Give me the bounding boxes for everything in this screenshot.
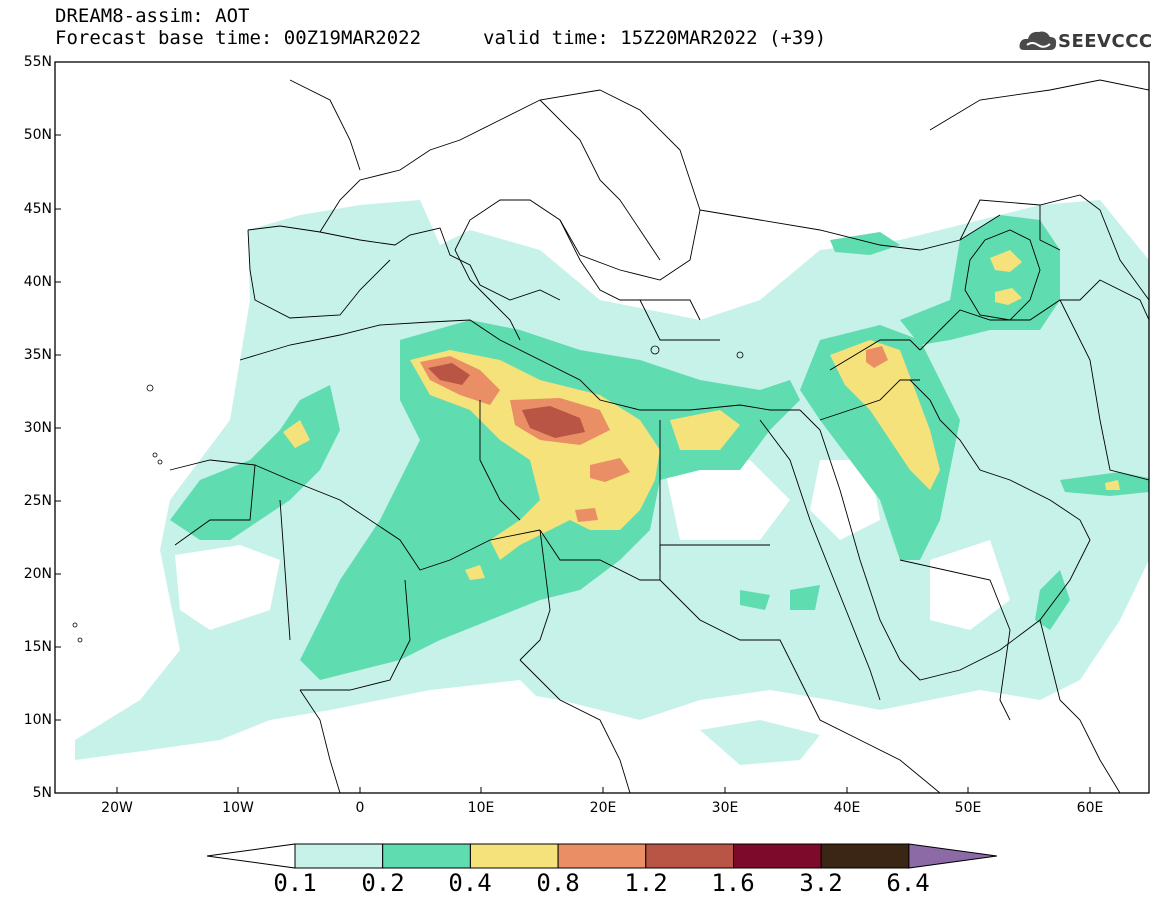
aot-band-0-4 [283, 250, 1120, 580]
lon-label: 20E [589, 800, 617, 816]
lat-label: 10N [23, 712, 52, 728]
lon-label: 30E [711, 800, 739, 816]
lat-label: 50N [23, 127, 52, 143]
lat-label: 30N [23, 420, 52, 436]
lat-label: 45N [23, 201, 52, 217]
lat-label: 40N [23, 274, 52, 290]
colorbar-label: 0.4 [448, 869, 492, 897]
lon-label: 10W [222, 800, 254, 816]
aot-band-1-2 [428, 363, 585, 438]
lat-label: 25N [23, 493, 52, 509]
borders [169, 79, 1149, 793]
colorbar-label: 1.6 [711, 869, 755, 897]
lon-label: 20W [101, 800, 133, 816]
lon-label: 50E [954, 800, 982, 816]
colorbar-label: 0.8 [536, 869, 580, 897]
ticks [55, 61, 1091, 793]
lon-label: 60E [1076, 800, 1104, 816]
valid-time: valid time: 15Z20MAR2022 (+39) [483, 27, 827, 49]
colorbar-label: 3.2 [799, 869, 843, 897]
colorbar-label: 0.2 [361, 869, 405, 897]
lon-label: 40E [833, 800, 861, 816]
colorbar-label: 1.2 [624, 869, 668, 897]
lon-label: 0 [355, 800, 365, 816]
lon-label: 10E [467, 800, 495, 816]
lat-label: 5N [32, 785, 52, 801]
map-title: DREAM8-assim: AOT [55, 5, 250, 27]
islands [72, 345, 744, 643]
colorbar-label: 6.4 [886, 869, 930, 897]
lat-label: 55N [23, 54, 52, 70]
lat-label: 15N [23, 639, 52, 655]
forecast-base-time: Forecast base time: 00Z19MAR2022 [55, 27, 422, 49]
colorbar-label: 0.1 [273, 869, 317, 897]
lat-label: 20N [23, 566, 52, 582]
cloud-logo-icon [1019, 31, 1057, 50]
logo-text: SEEVCCC [1058, 31, 1153, 52]
lat-label: 35N [23, 347, 52, 363]
